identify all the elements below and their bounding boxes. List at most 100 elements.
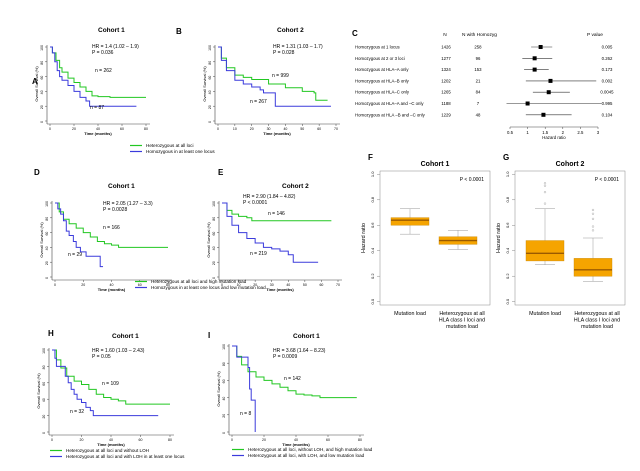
hr-point: [548, 78, 553, 83]
hr-annotation: P = 0.028: [273, 50, 295, 56]
y-tick-label: 20: [222, 414, 226, 418]
row-n: 1426: [441, 45, 451, 50]
y-axis-label: Overall Survival (%): [216, 371, 221, 407]
y-axis-label: Overall Survival (%): [39, 222, 44, 258]
x-axis-label: Time (months): [98, 287, 126, 292]
y-tick-label: 20: [40, 105, 44, 109]
hr-annotation: HR = 1.31 (1.03 – 1.7): [273, 44, 323, 50]
x-tick-label: 40: [110, 283, 114, 287]
plot-frame: [514, 170, 626, 306]
boxplot-panel-g: G Cohort 2 0.0 0.2 0.4 0.6 0.8 1.0 Hazard ratio P…: [496, 153, 626, 330]
hr-point: [541, 112, 546, 117]
row-n: 1229: [441, 112, 451, 117]
survival-curve-green: [232, 345, 357, 399]
panel-label: E: [218, 168, 224, 177]
x-tick-label: 20: [253, 283, 257, 287]
row-n-homozyg: 84: [476, 90, 481, 95]
x-tick-label: 20: [81, 283, 85, 287]
legend-label: Heterozygous at all loci and high mutati…: [151, 279, 247, 284]
panel-title: Cohort 2: [282, 183, 309, 190]
x-tick-label: 20: [262, 438, 266, 442]
row-n-homozyg: 153: [474, 67, 482, 72]
y-tick-label: 0.4: [505, 247, 510, 253]
row-n: 1188: [441, 101, 451, 106]
hr-point: [546, 90, 551, 95]
n-label: n = 109: [102, 381, 119, 387]
panel-title: Cohort 1: [108, 183, 135, 190]
x-tick-label: 50: [300, 127, 304, 131]
km-panel-e: E Cohort 2 0 20 40 60 80 100 0 10 20 30 40 50 60 70 Time…: [206, 168, 342, 292]
row-n-homozyg: 258: [474, 45, 482, 50]
x-tick-label: 60: [120, 127, 124, 131]
legend-label: Heterozygous at all loci and with LOH in…: [66, 454, 185, 459]
x-tick-label: 30: [267, 127, 271, 131]
km-panel-i: I Cohort 1 0 20 40 60 80 100 0 20 40 60 80 Time (mont…: [208, 331, 373, 458]
survival-curve-green: [50, 46, 146, 98]
survival-curve-green: [222, 202, 332, 222]
row-label: Homozygous at HLA–B only: [355, 78, 410, 83]
x-tick-label: 60: [317, 127, 321, 131]
x-axis-label: Hazard ratio: [542, 135, 566, 140]
hr-point: [532, 67, 537, 72]
plot-frame: [379, 170, 491, 306]
x-tick-label: 20: [72, 127, 76, 131]
x-tick-label: 80: [168, 438, 172, 442]
x-tick-label: 0: [217, 127, 219, 131]
y-tick-label: 100: [208, 45, 212, 51]
x-tick-label: 20: [80, 438, 84, 442]
y-tick-label: 0.8: [370, 196, 375, 202]
n-label: n = 146: [268, 211, 285, 217]
x-axis-label: Time (months): [282, 442, 310, 447]
outlier-point: [591, 229, 595, 232]
y-tick-label: 80: [212, 217, 216, 221]
legend-label: Heterozygous at all loci, without LOH, a…: [248, 447, 373, 452]
y-tick-label: 0: [212, 277, 216, 279]
row-label: Homozygous at HLA–C only: [355, 90, 410, 95]
outlier-point: [591, 212, 595, 215]
box: [525, 240, 565, 262]
outlier-point: [591, 208, 595, 212]
y-axis-label: Overall Survival (%): [206, 222, 211, 258]
category-label: Mutation load: [394, 311, 426, 317]
x-tick-label: 30: [270, 283, 274, 287]
category-label: Mutation load: [529, 311, 561, 317]
x-tick-label: 0: [231, 438, 233, 442]
x-tick-label: 60: [319, 283, 323, 287]
y-tick-label: 100: [40, 45, 44, 51]
n-label: n = 142: [284, 376, 301, 382]
row-p-value: 0.0045: [600, 90, 614, 95]
y-tick-label: 40: [45, 246, 49, 250]
outlier-point: [543, 191, 547, 194]
hr-annotation: HR = 1.60 (1.03 – 2.43): [92, 348, 145, 354]
km-panel-a: A Cohort 1 0 20 40 60 80 100 0 20 40 60 80 Time (mont…: [32, 27, 215, 154]
box: [573, 258, 613, 277]
x-tick-label: 20: [250, 127, 254, 131]
forest-panel-c: C N N with Homozyg P value Homozygous at 1 l…: [352, 29, 614, 140]
category-label: mutation load: [581, 324, 613, 330]
row-n-homozyg: 96: [476, 56, 481, 61]
x-tick-label: 1: [526, 130, 529, 135]
y-tick-label: 60: [212, 232, 216, 236]
hr-annotation: P < 0.0001: [243, 200, 267, 206]
y-tick-label: 80: [208, 61, 212, 65]
y-tick-label: 0.4: [370, 247, 375, 253]
row-label: Homozygous at HLA –B and –C only: [355, 112, 426, 117]
n-label: n = 29: [68, 252, 82, 258]
y-tick-label: 20: [212, 261, 216, 265]
outlier-point: [543, 202, 547, 205]
row-n-homozyg: 7: [477, 101, 480, 106]
hr-annotation: P = 0.0028: [103, 207, 127, 213]
x-tick-label: 60: [326, 438, 330, 442]
x-tick-label: 1.5: [542, 130, 549, 135]
y-tick-label: 20: [42, 415, 46, 419]
panel-label: G: [503, 153, 509, 162]
y-tick-label: 20: [208, 105, 212, 109]
y-tick-label: 80: [222, 362, 226, 366]
row-n-homozyg: 48: [476, 112, 481, 117]
column-header: N: [443, 32, 447, 38]
row-n: 1202: [441, 78, 451, 83]
category-label: mutation load: [446, 324, 478, 330]
n-label: n = 267: [250, 99, 267, 105]
panel-label: H: [48, 329, 54, 338]
hr-point: [532, 56, 537, 61]
